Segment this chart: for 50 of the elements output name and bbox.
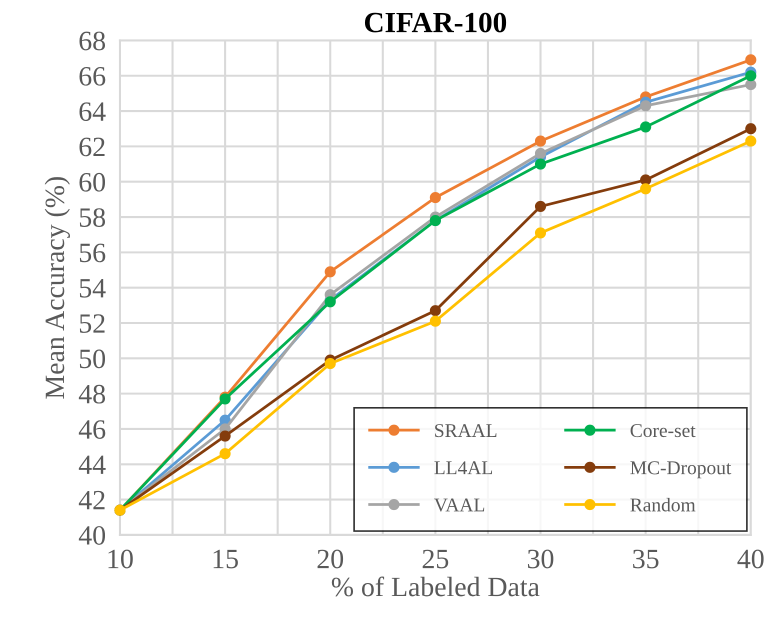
y-tick-label: 46 [78,420,106,439]
y-tick-label: 48 [78,384,106,404]
point [430,192,441,204]
y-tick-label: 40 [78,526,106,545]
legend-label: MC-Dropout [630,461,732,478]
point [324,266,336,278]
y-tick-label: 62 [79,138,105,156]
y-tick-label: 52 [80,314,105,333]
x-tick-label: 15 [214,550,238,568]
point [534,227,546,238]
point [745,70,756,82]
legend-label: Core-set [630,424,696,438]
legend-label: VAAL [434,498,484,512]
point [534,200,546,212]
point [640,121,652,133]
chart-title: CIFAR-100 [364,12,506,32]
point [430,316,441,327]
y-tick-label: 44 [78,456,106,474]
point [640,100,652,112]
point [745,54,756,66]
legend-label: SRAAL [435,424,496,438]
point [745,123,756,134]
x-tick-label: 40 [737,550,764,568]
x-axis-title: % of Labeled Data [332,576,540,596]
x-tick-label: 10 [108,550,133,568]
point [220,430,231,442]
point [534,136,546,147]
point [745,136,756,147]
legend-label: Random [630,498,696,512]
point [324,358,336,370]
y-tick-label: 54 [80,279,106,298]
x-tick-label: 35 [633,550,658,568]
x-tick-label: 25 [422,550,448,568]
y-tick-label: 68 [79,32,106,50]
x-tick-label: 20 [318,550,344,568]
y-tick-label: 66 [79,66,106,86]
point [220,448,231,460]
point [640,174,652,186]
y-axis-title: Mean Accuracy (%) [44,177,70,399]
y-tick-label: 50 [80,349,106,368]
y-tick-label: 42 [78,490,105,510]
point [745,79,756,90]
legend-label: LL4AL [434,461,492,474]
y-tick-label: 58 [80,208,106,227]
point [430,305,441,316]
y-tick-label: 56 [80,244,106,262]
y-tick-label: 60 [79,172,106,192]
point [640,183,652,194]
x-tick-label: 30 [528,550,554,568]
y-tick-label: 64 [79,102,106,121]
